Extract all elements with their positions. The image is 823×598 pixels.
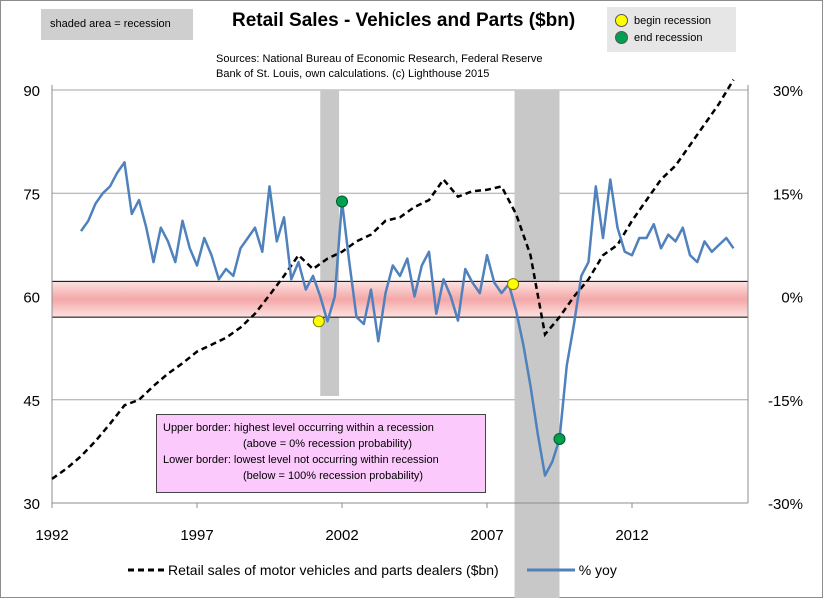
chart-sources: Sources: National Bureau of Economic Res… [216, 52, 596, 82]
y-right-tick-label: -30% [768, 496, 803, 513]
legend-item-yoy: % yoy [526, 562, 617, 578]
end-recession-point [553, 432, 566, 445]
dashed-line-icon [128, 568, 164, 572]
series-legend: Retail sales of motor vehicles and parts… [128, 562, 645, 578]
note-line-3: Lower border: lowest level not occurring… [163, 454, 439, 466]
legend-item-sales: Retail sales of motor vehicles and parts… [128, 562, 499, 578]
marker-legend-end: end recession [615, 29, 736, 46]
note-line-1: Upper border: highest level occurring wi… [163, 422, 434, 434]
legend-label-yoy: % yoy [578, 562, 617, 578]
solid-line-icon [526, 568, 575, 572]
marker-legend-begin: begin recession [615, 12, 736, 29]
y-right-tick-label: -15% [768, 393, 803, 410]
band-explanation-note: Upper border: highest level occurring wi… [156, 414, 486, 493]
y-right-tick-label: 0% [781, 290, 803, 307]
marker-legend: begin recession end recession [607, 7, 736, 52]
y-left-tick-label: 30 [23, 496, 40, 513]
series-line-yoy [79, 161, 735, 477]
series-line-sales [51, 79, 735, 480]
y-left-tick-label: 75 [23, 186, 40, 203]
note-line-4: (below = 100% recession probability) [243, 470, 424, 482]
chart-title: Retail Sales - Vehicles and Parts ($bn) [232, 10, 576, 31]
x-tick-label: 1997 [180, 527, 213, 544]
recession-shading-note: shaded area = recession [41, 9, 193, 40]
end-recession-label: end recession [634, 31, 703, 44]
x-tick-label: 2002 [325, 527, 358, 544]
end-recession-dot-icon [615, 31, 628, 44]
begin-recession-point [507, 278, 520, 291]
x-tick-label: 1992 [35, 527, 68, 544]
legend-label-sales: Retail sales of motor vehicles and parts… [168, 562, 499, 578]
recession-shade [514, 90, 560, 598]
y-left-tick-label: 90 [23, 83, 40, 100]
begin-recession-point [312, 315, 325, 328]
begin-recession-dot-icon [615, 14, 628, 27]
y-right-tick-label: 15% [773, 186, 803, 203]
note-line-2: (above = 0% recession probability) [243, 438, 413, 450]
recession-shade [320, 90, 340, 396]
sources-line-1: Sources: National Bureau of Economic Res… [216, 53, 543, 65]
x-tick-label: 2007 [470, 527, 503, 544]
end-recession-point [336, 195, 348, 208]
sources-line-2: Bank of St. Louis, own calculations. (c)… [216, 68, 490, 80]
begin-recession-label: begin recession [634, 14, 712, 27]
x-tick-label: 2012 [615, 527, 648, 544]
y-left-tick-label: 60 [23, 290, 40, 307]
probability-band [51, 280, 749, 318]
y-right-tick-label: 30% [773, 83, 803, 100]
y-left-tick-label: 45 [23, 393, 40, 410]
